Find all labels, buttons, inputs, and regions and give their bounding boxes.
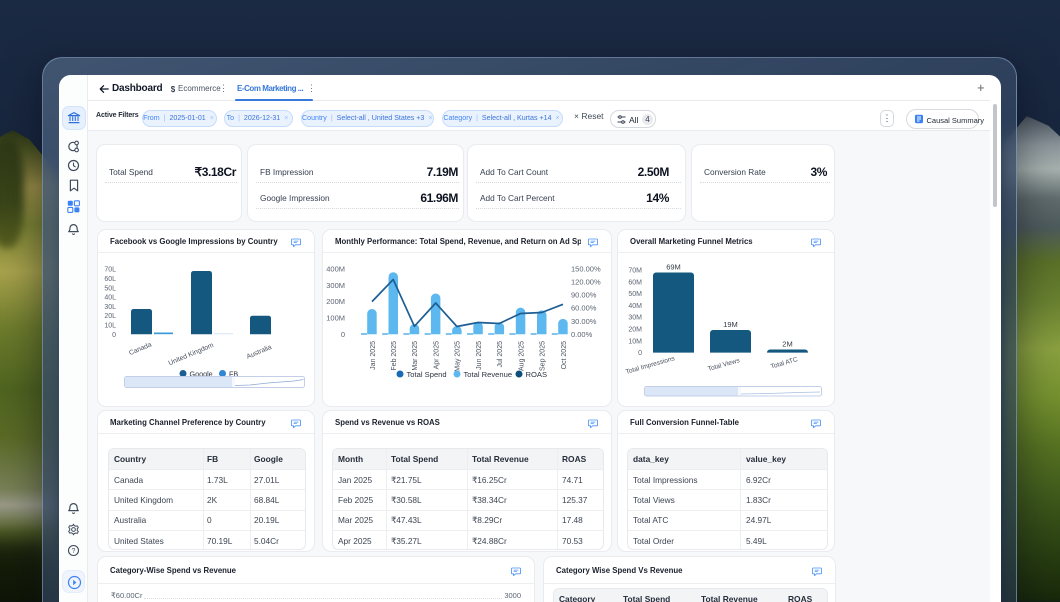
svg-text:Total Revenue: Total Revenue <box>464 370 513 379</box>
svg-text:May 2025: May 2025 <box>455 341 462 372</box>
svg-text:Australia: Australia <box>246 344 273 361</box>
svg-text:Jan 2025: Jan 2025 <box>370 341 377 370</box>
svg-text:0: 0 <box>112 332 116 339</box>
svg-text:120.00%: 120.00% <box>571 278 601 287</box>
svg-text:60L: 60L <box>104 276 116 283</box>
svg-text:50M: 50M <box>628 291 642 298</box>
svg-text:2M: 2M <box>782 340 792 349</box>
svg-text:ROAS: ROAS <box>526 370 548 379</box>
svg-text:Apr 2025: Apr 2025 <box>434 341 441 370</box>
svg-text:Total Views: Total Views <box>707 357 741 373</box>
svg-text:Jul 2025: Jul 2025 <box>497 341 504 368</box>
svg-text:Feb 2025: Feb 2025 <box>391 341 398 371</box>
svg-text:0.00%: 0.00% <box>571 330 593 339</box>
svg-text:60.00%: 60.00% <box>571 304 597 313</box>
svg-text:30L: 30L <box>104 304 116 311</box>
svg-text:Aug 2025: Aug 2025 <box>518 341 525 371</box>
svg-text:0: 0 <box>341 330 345 339</box>
svg-text:Total Impressions: Total Impressions <box>625 355 676 376</box>
svg-text:40L: 40L <box>104 295 116 302</box>
svg-text:20M: 20M <box>628 327 642 334</box>
svg-text:69M: 69M <box>666 263 681 272</box>
svg-text:50L: 50L <box>104 285 116 292</box>
svg-text:$: $ <box>171 85 176 94</box>
svg-text:100M: 100M <box>326 314 345 323</box>
svg-text:60M: 60M <box>628 279 642 286</box>
svg-text:70M: 70M <box>628 268 642 275</box>
svg-text:40M: 40M <box>628 303 642 310</box>
svg-text:150.00%: 150.00% <box>571 265 601 274</box>
svg-text:10M: 10M <box>628 338 642 345</box>
svg-text:0: 0 <box>638 350 642 357</box>
svg-text:70L: 70L <box>104 267 116 274</box>
svg-text:Oct 2025: Oct 2025 <box>561 341 568 370</box>
svg-text:400M: 400M <box>326 265 345 274</box>
svg-text:200M: 200M <box>326 297 345 306</box>
svg-text:United Kingdom: United Kingdom <box>168 342 216 367</box>
svg-text:300M: 300M <box>326 281 345 290</box>
svg-text:10L: 10L <box>104 323 116 330</box>
svg-text:90.00%: 90.00% <box>571 291 597 300</box>
svg-text:20L: 20L <box>104 313 116 320</box>
svg-text:Mar 2025: Mar 2025 <box>412 341 419 371</box>
svg-text:Canada: Canada <box>128 341 153 357</box>
svg-text:FB: FB <box>229 370 238 379</box>
svg-text:Jun 2025: Jun 2025 <box>476 341 483 370</box>
svg-text:30.00%: 30.00% <box>571 317 597 326</box>
svg-text:Total Spend: Total Spend <box>407 370 447 379</box>
svg-text:Total ATC: Total ATC <box>770 356 799 370</box>
svg-text:30M: 30M <box>628 315 642 322</box>
svg-text:Google: Google <box>190 370 213 379</box>
svg-text:19M: 19M <box>723 320 738 329</box>
svg-text:Sep 2025: Sep 2025 <box>540 341 547 371</box>
svg-text:?: ? <box>72 548 76 555</box>
